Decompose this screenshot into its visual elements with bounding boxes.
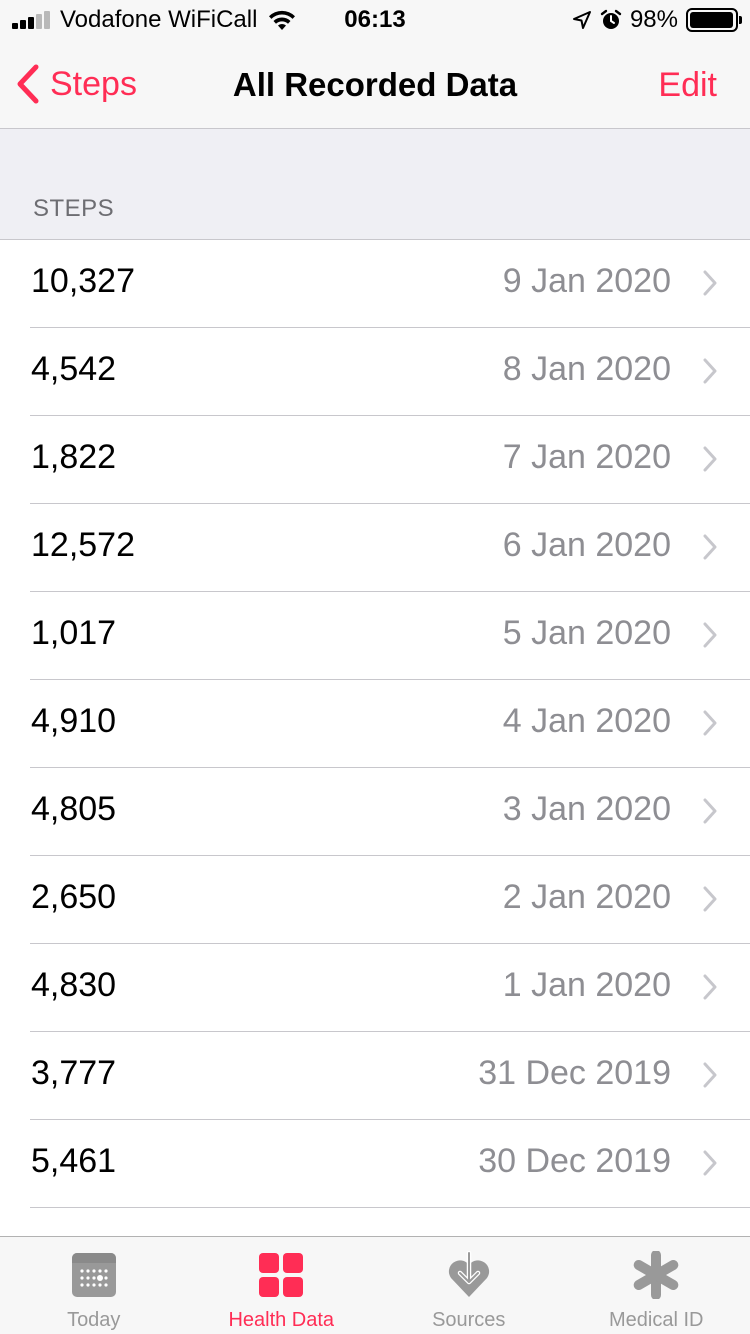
chevron-right-icon [703, 1150, 717, 1176]
tab-label: Sources [432, 1309, 506, 1331]
record-date: 6 Jan 2020 [502, 526, 671, 564]
chevron-right-icon [703, 886, 717, 912]
carrier-name: Vodafone WiFiCall [60, 6, 258, 33]
record-row[interactable]: 2,650 2 Jan 2020 [0, 856, 750, 944]
record-date: 9 Jan 2020 [502, 262, 671, 300]
record-date: 1 Jan 2020 [502, 966, 671, 1004]
chevron-right-icon [703, 974, 717, 1000]
tab-label: Medical ID [609, 1309, 704, 1331]
battery-fill [690, 12, 734, 28]
status-right: 98% [572, 6, 742, 34]
record-date: 31 Dec 2019 [478, 1054, 671, 1092]
row-separator [30, 679, 750, 680]
back-button[interactable]: Steps [16, 62, 137, 106]
chevron-right-icon [703, 534, 717, 560]
status-time: 06:13 [344, 6, 406, 33]
navigation-bar: Steps All Recorded Data Edit [0, 40, 750, 129]
records-list: 10,327 9 Jan 2020 4,542 8 Jan 2020 1,822… [0, 240, 750, 1208]
tab-health-data[interactable]: Health Data [188, 1237, 376, 1334]
chevron-right-icon [703, 358, 717, 384]
wifi-icon [269, 10, 296, 30]
record-value: 5,461 [31, 1142, 117, 1180]
record-date: 2 Jan 2020 [502, 878, 671, 916]
status-bar: Vodafone WiFiCall 06:13 98% [0, 0, 750, 40]
record-date: 7 Jan 2020 [502, 438, 671, 476]
cellular-signal-icon [12, 11, 52, 29]
record-row[interactable]: 4,910 4 Jan 2020 [0, 680, 750, 768]
sources-heart-icon [448, 1251, 489, 1297]
record-value: 4,805 [31, 790, 117, 828]
row-separator [30, 943, 750, 944]
row-separator [30, 327, 750, 328]
record-date: 5 Jan 2020 [502, 614, 671, 652]
row-separator [30, 767, 750, 768]
tab-bar: Today Health Data Sources Medical ID [0, 1236, 750, 1334]
record-row[interactable]: 12,572 6 Jan 2020 [0, 504, 750, 592]
section-title: STEPS [33, 195, 115, 222]
record-value: 4,542 [31, 350, 117, 388]
tab-sources[interactable]: Sources [375, 1237, 563, 1334]
health-data-grid-icon [259, 1253, 304, 1297]
page-title: All Recorded Data [232, 66, 518, 103]
edit-button[interactable]: Edit [658, 66, 717, 104]
row-separator [30, 591, 750, 592]
chevron-right-icon [703, 270, 717, 296]
chevron-right-icon [703, 1062, 717, 1088]
record-date: 30 Dec 2019 [478, 1142, 671, 1180]
row-separator [30, 503, 750, 504]
record-value: 3,777 [31, 1054, 117, 1092]
tab-medical-id[interactable]: Medical ID [563, 1237, 750, 1334]
medical-id-asterisk-icon [633, 1251, 679, 1299]
chevron-right-icon [703, 622, 717, 648]
calendar-icon [71, 1253, 116, 1297]
row-separator [30, 415, 750, 416]
record-value: 10,327 [31, 262, 135, 300]
row-separator [30, 855, 750, 856]
row-separator [30, 1031, 750, 1032]
section-header: STEPS [0, 129, 750, 240]
row-separator [30, 1207, 750, 1208]
record-date: 4 Jan 2020 [502, 702, 671, 740]
chevron-right-icon [703, 710, 717, 736]
record-value: 12,572 [31, 526, 135, 564]
battery-icon [686, 8, 742, 32]
tab-label: Today [67, 1309, 121, 1331]
status-left: Vodafone WiFiCall [12, 6, 297, 34]
chevron-left-icon [17, 64, 39, 104]
record-row[interactable]: 4,830 1 Jan 2020 [0, 944, 750, 1032]
tab-today[interactable]: Today [0, 1237, 188, 1334]
record-row[interactable]: 1,822 7 Jan 2020 [0, 416, 750, 504]
chevron-right-icon [703, 446, 717, 472]
location-arrow-icon [572, 11, 591, 29]
chevron-right-icon [703, 798, 717, 824]
record-date: 8 Jan 2020 [502, 350, 671, 388]
record-value: 2,650 [31, 878, 117, 916]
record-row[interactable]: 1,017 5 Jan 2020 [0, 592, 750, 680]
record-row[interactable]: 3,777 31 Dec 2019 [0, 1032, 750, 1120]
record-date: 3 Jan 2020 [502, 790, 671, 828]
record-row[interactable]: 4,805 3 Jan 2020 [0, 768, 750, 856]
back-button-label: Steps [50, 64, 137, 103]
row-separator [30, 1119, 750, 1120]
record-row[interactable]: 10,327 9 Jan 2020 [0, 240, 750, 328]
battery-percentage: 98% [629, 6, 678, 33]
record-value: 4,910 [31, 702, 117, 740]
alarm-clock-icon [600, 9, 622, 29]
record-row[interactable]: 5,461 30 Dec 2019 [0, 1120, 750, 1208]
record-row[interactable]: 4,542 8 Jan 2020 [0, 328, 750, 416]
tab-label: Health Data [228, 1309, 335, 1331]
record-value: 1,822 [31, 438, 117, 476]
record-value: 4,830 [31, 966, 117, 1004]
record-value: 1,017 [31, 614, 117, 652]
